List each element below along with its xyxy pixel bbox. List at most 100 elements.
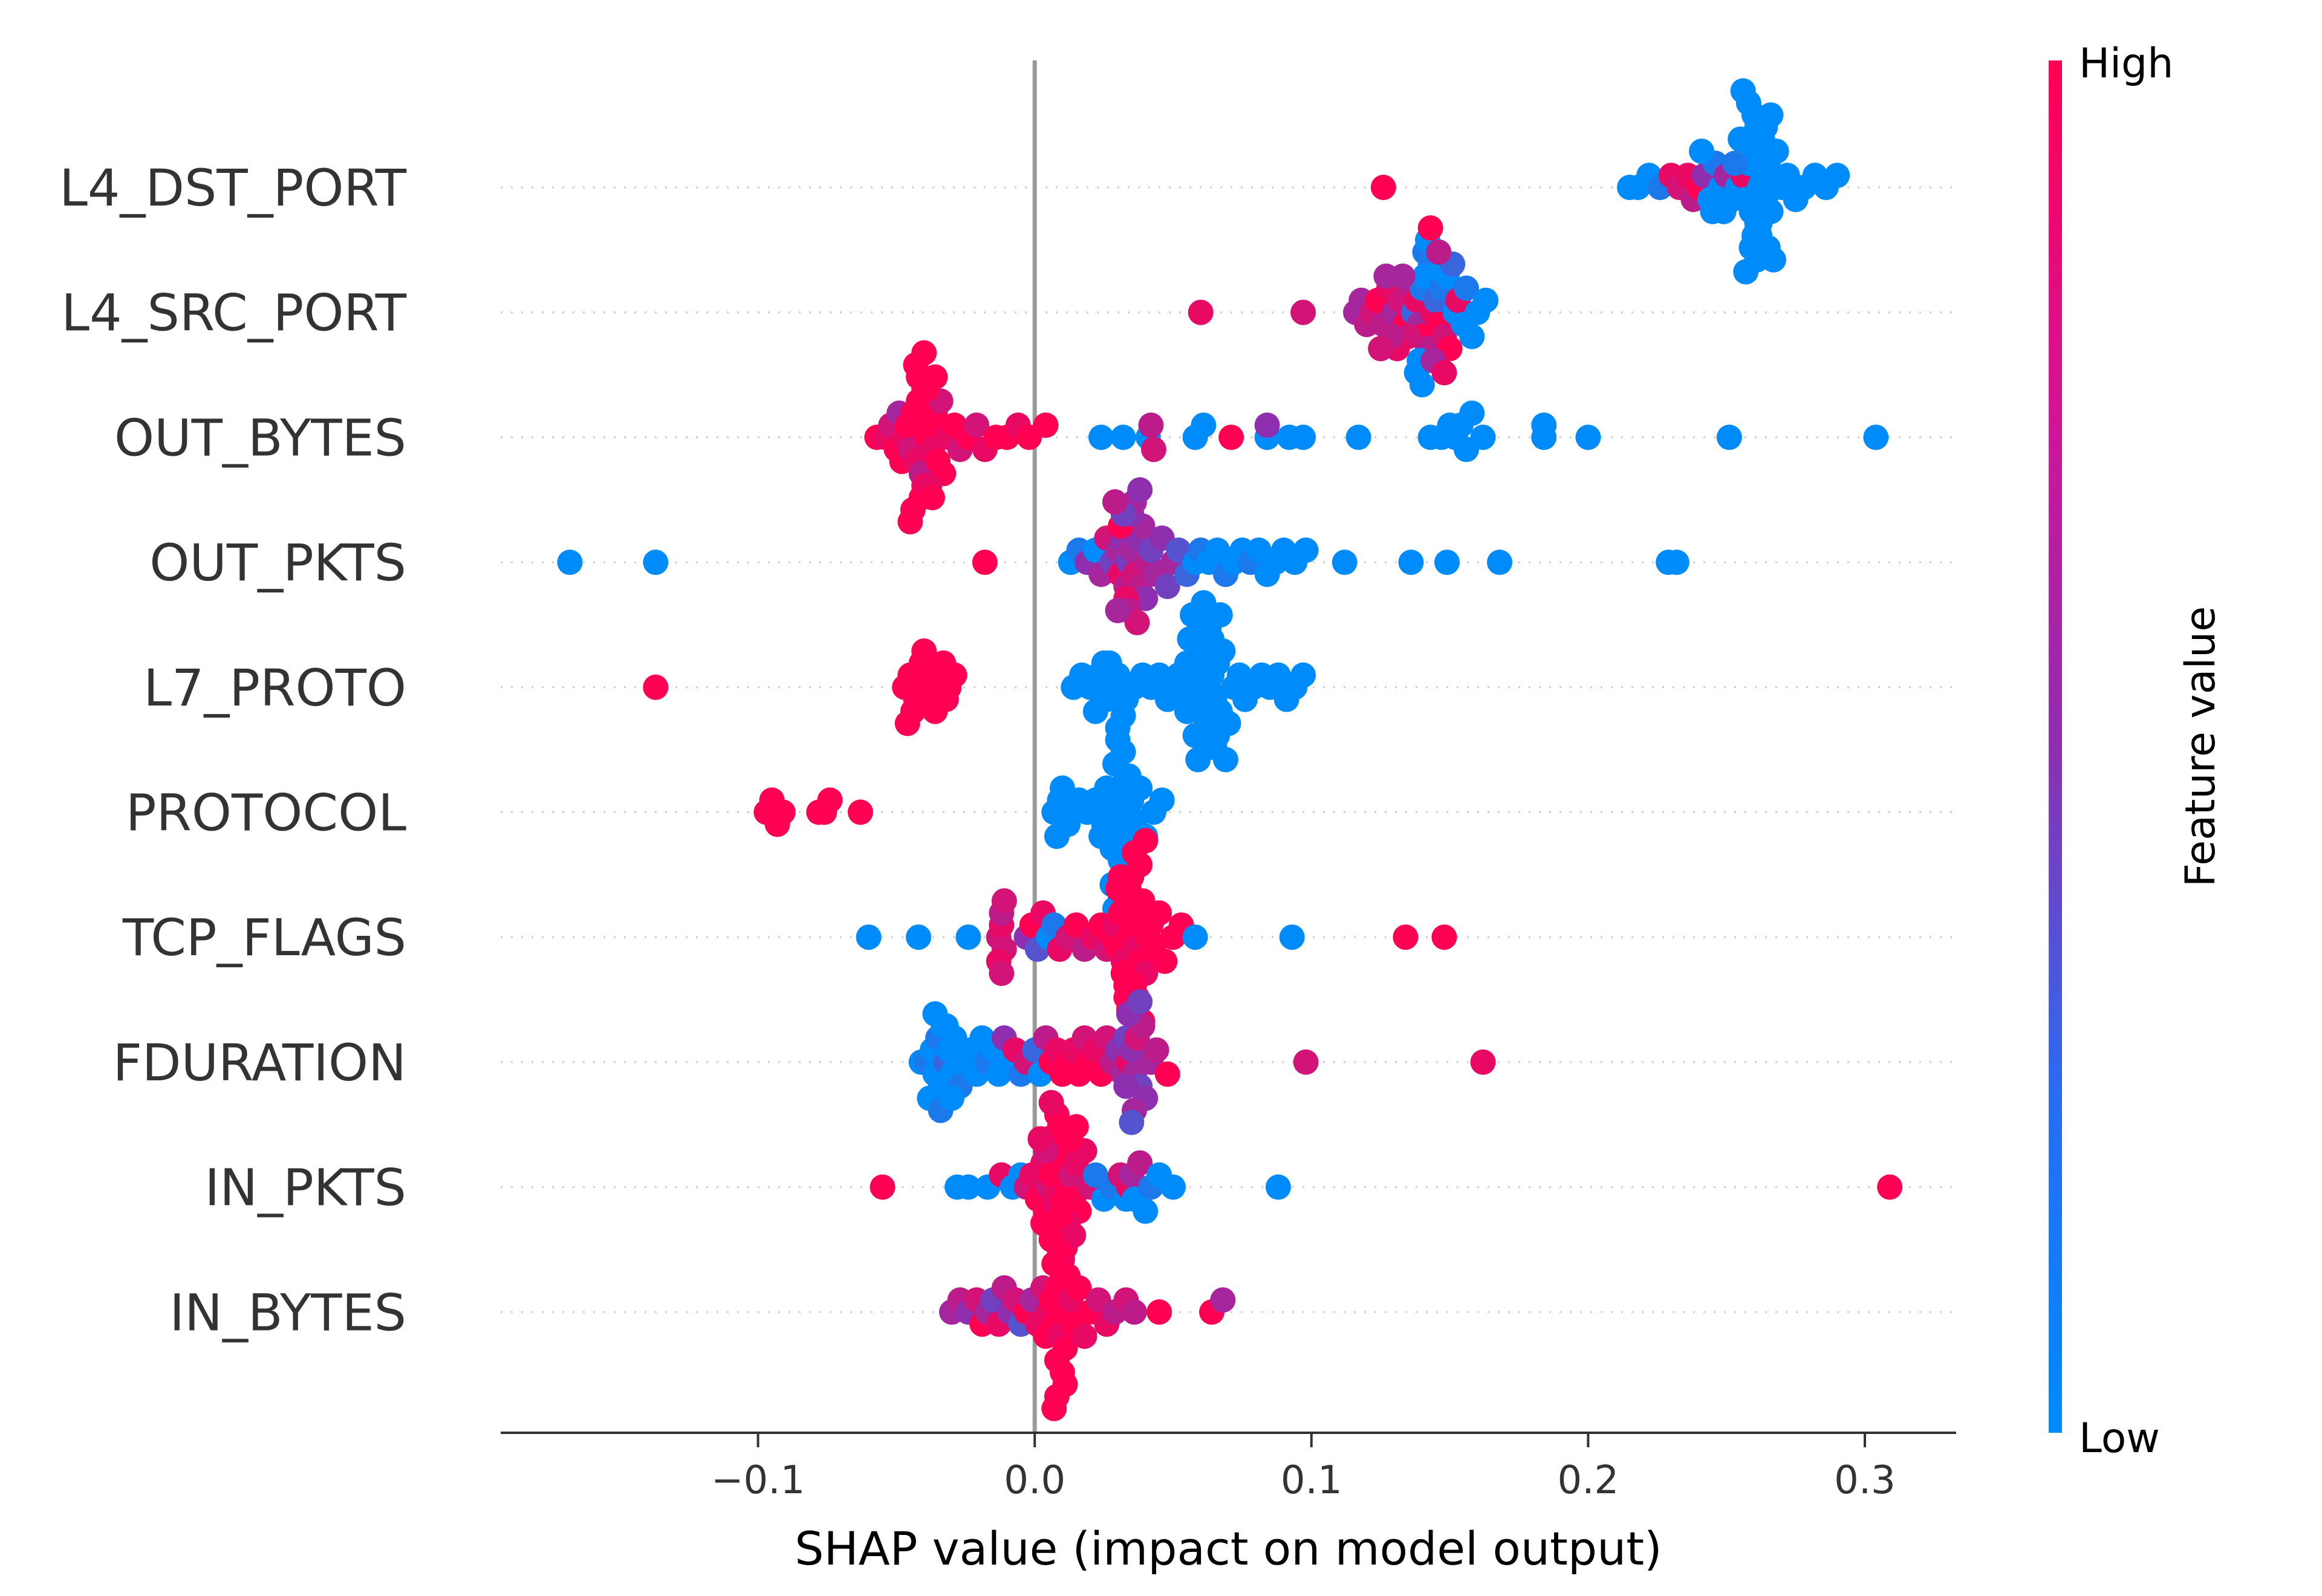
point-out_pkts <box>1663 550 1689 576</box>
point-out_bytes <box>919 485 945 511</box>
point-protocol <box>1055 811 1081 837</box>
point-out_pkts <box>1434 550 1460 576</box>
point-l4_src_port <box>1290 299 1316 325</box>
point-l4_dst_port <box>1730 78 1756 104</box>
point-l7_proto <box>643 674 669 700</box>
point-out_pkts <box>1102 489 1128 515</box>
colorbar: High Low Feature value <box>2049 40 2225 1462</box>
point-out_bytes <box>1863 424 1889 450</box>
point-out_bytes <box>1140 436 1166 462</box>
point-tcp_flags <box>1182 924 1208 950</box>
point-out_bytes <box>1470 424 1496 450</box>
point-in_pkts <box>1027 1126 1053 1152</box>
point-fduration <box>1127 989 1153 1015</box>
point-fduration <box>1470 1049 1496 1075</box>
point-out_pkts <box>1154 574 1180 599</box>
point-l4_src_port <box>1473 287 1499 313</box>
feature-label-tcp_flags: TCP_FLAGS <box>122 908 406 967</box>
point-l4_dst_port <box>1761 247 1786 273</box>
x-tick-label: 0.3 <box>1834 1458 1896 1503</box>
feature-label-out_pkts: OUT_PKTS <box>149 533 406 592</box>
point-tcp_flags <box>1431 924 1457 950</box>
point-l4_src_port <box>1454 275 1479 301</box>
point-l7_proto <box>1082 698 1108 724</box>
point-tcp_flags <box>955 924 981 950</box>
point-protocol <box>1094 775 1120 801</box>
data-points <box>557 78 1903 1421</box>
point-out_pkts <box>972 550 998 576</box>
point-fduration <box>1154 1061 1180 1087</box>
feature-label-in_pkts: IN_PKTS <box>205 1158 406 1218</box>
point-in_bytes <box>1210 1287 1236 1313</box>
point-protocol <box>770 799 796 825</box>
point-protocol <box>817 787 843 813</box>
point-tcp_flags <box>1152 949 1178 975</box>
point-l7_proto <box>894 710 920 736</box>
point-in_bytes <box>1041 1395 1067 1421</box>
point-l4_dst_port <box>1370 175 1396 200</box>
point-l4_src_port <box>1373 263 1399 289</box>
point-l4_src_port <box>1431 360 1457 386</box>
point-l4_dst_port <box>1722 151 1748 177</box>
point-out_bytes <box>911 340 937 366</box>
feature-label-protocol: PROTOCOL <box>126 783 406 843</box>
point-out_bytes <box>922 364 948 390</box>
feature-label-l4_dst_port: L4_DST_PORT <box>59 158 407 218</box>
point-out_bytes <box>1218 424 1244 450</box>
point-out_bytes <box>1531 412 1557 438</box>
point-protocol <box>1088 823 1114 849</box>
point-out_bytes <box>1191 412 1217 438</box>
point-out_bytes <box>1110 424 1136 450</box>
point-l7_proto <box>1212 747 1238 773</box>
point-tcp_flags <box>1108 864 1133 890</box>
point-tcp_flags <box>1393 924 1419 950</box>
point-tcp_flags <box>1133 828 1159 854</box>
point-l4_dst_port <box>1758 102 1784 128</box>
colorbar-title: Feature value <box>2177 606 2225 887</box>
point-l4_dst_port <box>1689 138 1714 164</box>
point-in_pkts <box>1063 1114 1089 1140</box>
feature-labels: L4_DST_PORT L4_SRC_PORT OUT_BYTES OUT_PKTS L… <box>59 158 407 1342</box>
feature-label-l4_src_port: L4_SRC_PORT <box>61 284 406 343</box>
point-tcp_flags <box>989 961 1015 986</box>
point-in_bytes <box>1049 1190 1075 1216</box>
point-l4_src_port <box>1409 372 1435 398</box>
point-l7_proto <box>1207 602 1233 628</box>
point-out_pkts <box>1487 550 1512 576</box>
point-out_pkts <box>1332 550 1358 576</box>
point-l4_dst_port <box>1700 198 1726 224</box>
point-l7_proto <box>1096 650 1122 676</box>
point-out_bytes <box>1254 412 1280 438</box>
point-out_bytes <box>1575 424 1601 450</box>
point-out_bytes <box>1033 412 1059 438</box>
point-fduration <box>1143 1037 1169 1063</box>
point-l4_src_port <box>1188 299 1214 325</box>
point-l4_src_port <box>1459 323 1485 349</box>
point-l4_src_port <box>1368 336 1394 362</box>
feature-label-out_bytes: OUT_BYTES <box>114 408 406 467</box>
point-out_pkts <box>1293 537 1319 563</box>
point-out_bytes <box>1088 424 1114 450</box>
point-in_pkts <box>1265 1174 1291 1200</box>
point-l4_dst_port <box>1733 259 1759 285</box>
point-tcp_flags <box>1279 924 1305 950</box>
colorbar-gradient <box>2049 60 2062 1433</box>
point-out_pkts <box>557 550 583 576</box>
colorbar-low-label: Low <box>2079 1415 2160 1462</box>
point-out_bytes <box>1138 412 1164 438</box>
point-protocol <box>847 799 873 825</box>
x-axis-title: SHAP value (impact on model output) <box>795 1522 1662 1575</box>
point-protocol <box>1110 702 1136 728</box>
point-out_pkts <box>1105 597 1131 623</box>
point-fduration <box>938 1085 964 1111</box>
point-tcp_flags <box>906 924 931 950</box>
x-tick-label: −0.1 <box>711 1458 805 1503</box>
x-tick-label: 0.1 <box>1281 1458 1342 1503</box>
x-axis-ticks: −0.1 0.0 0.1 0.2 0.3 <box>711 1433 1896 1503</box>
x-tick-label: 0.2 <box>1557 1458 1619 1503</box>
point-l7_proto <box>911 638 937 664</box>
point-fduration <box>1119 1109 1145 1135</box>
colorbar-high-label: High <box>2079 40 2173 88</box>
